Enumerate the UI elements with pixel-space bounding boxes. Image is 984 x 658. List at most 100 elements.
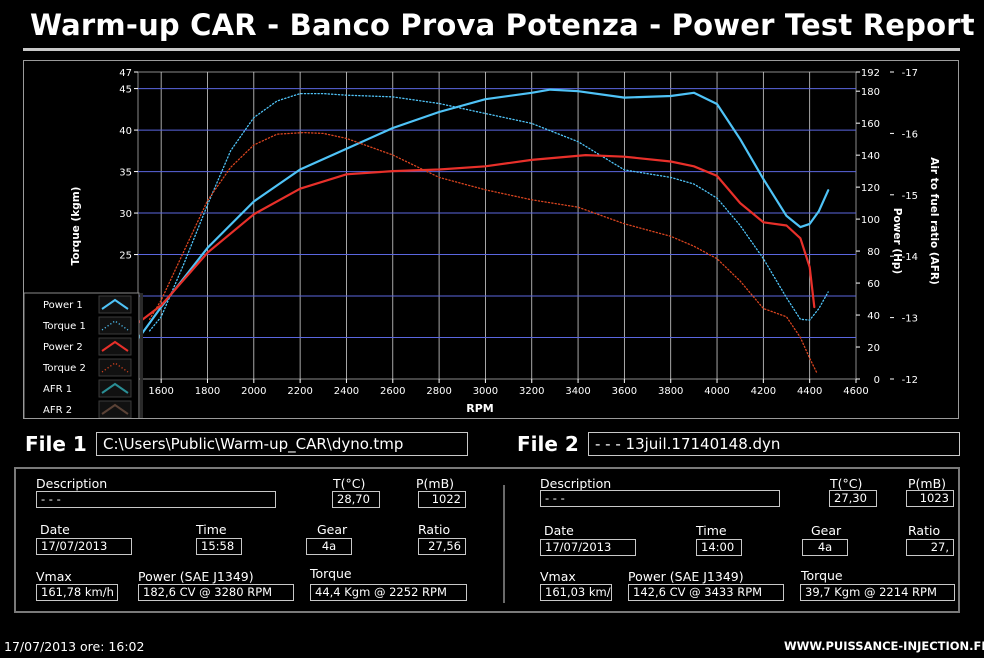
file2-power-label: Power (SAE J1349) — [628, 569, 744, 584]
footer-website: WWW.PUISSANCE-INJECTION.FR — [784, 639, 984, 653]
x-tick-label: 2000 — [241, 386, 266, 397]
torque-tick-label: 25 — [119, 251, 132, 262]
afr-tick-label: -14 — [902, 252, 918, 263]
power-tick-label: 100 — [861, 215, 880, 226]
file1-power-label: Power (SAE J1349) — [138, 569, 254, 584]
file2-torque-field[interactable]: 39,7 Kgm @ 2214 RPM — [800, 584, 955, 601]
file1-path-field[interactable]: C:\Users\Public\Warm-up_CAR\dyno.tmp — [96, 432, 468, 456]
series-torque-1 — [148, 92, 829, 332]
file2-gear-label: Gear — [811, 523, 842, 538]
footer-datetime: 17/07/2013 ore: 16:02 — [4, 639, 145, 654]
file2-description-label: Description — [540, 476, 612, 491]
file1-description-field[interactable]: - - - — [36, 491, 276, 508]
file1-gear-field[interactable]: 4a — [306, 538, 352, 555]
file2-description-field[interactable]: - - - — [540, 490, 780, 507]
x-tick-label: 4600 — [843, 386, 868, 397]
legend-swatch — [98, 379, 132, 398]
x-tick-label: 4400 — [797, 386, 822, 397]
file2-date-field[interactable]: 17/07/2013 — [540, 539, 636, 556]
torque-tick-label: 40 — [119, 126, 132, 137]
power-axis-label: Power (Hp) — [891, 208, 903, 274]
report-title: Warm-up CAR - Banco Prova Potenza - Powe… — [30, 8, 975, 42]
power-tick-label: 120 — [861, 183, 880, 194]
series-layer — [136, 88, 830, 374]
x-tick-label: 3800 — [658, 386, 683, 397]
afr-tick-label: -17 — [902, 68, 918, 79]
file1-label: File 1 — [25, 432, 87, 456]
file2-temp-field[interactable]: 27,30 — [829, 490, 877, 507]
x-tick-label: 4200 — [751, 386, 776, 397]
file2-path-field[interactable]: - - - 13juil.17140148.dyn — [588, 432, 960, 456]
x-tick-label: 4000 — [704, 386, 729, 397]
legend-label-torque-2: Torque 2 — [42, 363, 86, 374]
legend-label-afr-1: AFR 1 — [43, 384, 72, 395]
legend-label-afr-2: AFR 2 — [43, 405, 72, 416]
afr-axis-ticks: -12 -13 -14 -15 -16 -17 — [890, 68, 918, 386]
torque-axis-label: Torque (kgm) — [70, 187, 82, 266]
dyno-chart: 1600 1800 2000 2200 2400 2600 2800 3000 3200 3400… — [24, 68, 940, 418]
file1-power-field[interactable]: 182,6 CV @ 3280 RPM — [138, 584, 294, 601]
file1-ratio-label: Ratio — [418, 522, 451, 537]
file1-time-field[interactable]: 15:58 — [196, 538, 242, 555]
file2-date-label: Date — [544, 523, 574, 538]
plot-area — [137, 71, 857, 380]
afr-tick-label: -12 — [902, 375, 918, 386]
file2-label: File 2 — [517, 432, 579, 456]
file1-vmax-field[interactable]: 161,78 km/h — [36, 584, 118, 601]
series-power-1 — [136, 88, 830, 341]
x-tick-label: 1600 — [148, 386, 173, 397]
title-divider — [23, 48, 960, 51]
torque-tick-label: 35 — [119, 168, 132, 179]
series-torque-2 — [148, 131, 818, 374]
afr-tick-label: -15 — [902, 191, 918, 202]
power-tick-label: 20 — [867, 343, 880, 354]
x-axis-label: RPM — [466, 402, 493, 415]
file1-ratio-field[interactable]: 27,56 — [418, 538, 466, 555]
chart-grid — [137, 71, 857, 380]
file2-vmax-field[interactable]: 161,03 km/ — [540, 584, 612, 601]
power-axis-ticks: 0 20 40 60 80 100 120 140 160 180 192 — [856, 68, 880, 386]
file2-temp-label: T(°C) — [830, 476, 863, 491]
torque-tick-label: 47 — [119, 68, 132, 79]
file2-time-field[interactable]: 14:00 — [696, 539, 742, 556]
file1-pressure-field[interactable]: 1022 — [418, 491, 466, 508]
panel-divider — [503, 485, 505, 603]
file1-description-label: Description — [36, 476, 108, 491]
legend-swatch — [98, 400, 132, 418]
legend-scrollbar — [140, 293, 143, 418]
torque-tick-label: 45 — [119, 85, 132, 96]
file1-date-field[interactable]: 17/07/2013 — [36, 538, 132, 555]
x-tick-label: 1800 — [195, 386, 220, 397]
file2-pressure-field[interactable]: 1023 — [906, 490, 954, 507]
chart-legend: Power 1 Torque 1 Power 2 Torque 2 AFR 1 AFR 2 — [24, 292, 143, 418]
legend-line — [101, 298, 129, 310]
chart-frame — [23, 60, 959, 419]
x-tick-label: 3400 — [565, 386, 590, 397]
x-tick-label: 2600 — [380, 386, 405, 397]
power-tick-label: 180 — [861, 87, 880, 98]
file1-gear-label: Gear — [317, 522, 348, 537]
x-tick-label: 2400 — [334, 386, 359, 397]
file1-torque-field[interactable]: 44,4 Kgm @ 2252 RPM — [310, 584, 467, 601]
legend-swatch — [98, 295, 132, 314]
legend-line — [101, 403, 129, 415]
legend-swatch — [98, 316, 132, 335]
x-tick-label: 2200 — [287, 386, 312, 397]
afr-tick-label: -13 — [902, 314, 918, 325]
power-tick-label: 160 — [861, 119, 880, 130]
power-tick-label: 80 — [867, 247, 880, 258]
x-tick-label: 3000 — [473, 386, 498, 397]
file1-temp-field[interactable]: 28,70 — [332, 491, 380, 508]
torque-tick-label: 30 — [119, 209, 132, 220]
power-tick-label: 140 — [861, 151, 880, 162]
file2-power-field[interactable]: 142,6 CV @ 3433 RPM — [628, 584, 784, 601]
file2-gear-field[interactable]: 4a — [802, 539, 848, 556]
file2-ratio-field[interactable]: 27, — [906, 539, 954, 556]
legend-line — [101, 382, 129, 394]
file1-torque-label: Torque — [310, 566, 352, 581]
afr-tick-label: -16 — [902, 129, 918, 140]
power-tick-label: 0 — [874, 375, 880, 386]
series-power-2 — [136, 153, 816, 325]
file2-vmax-label: Vmax — [540, 569, 576, 584]
legend-line — [101, 340, 129, 352]
